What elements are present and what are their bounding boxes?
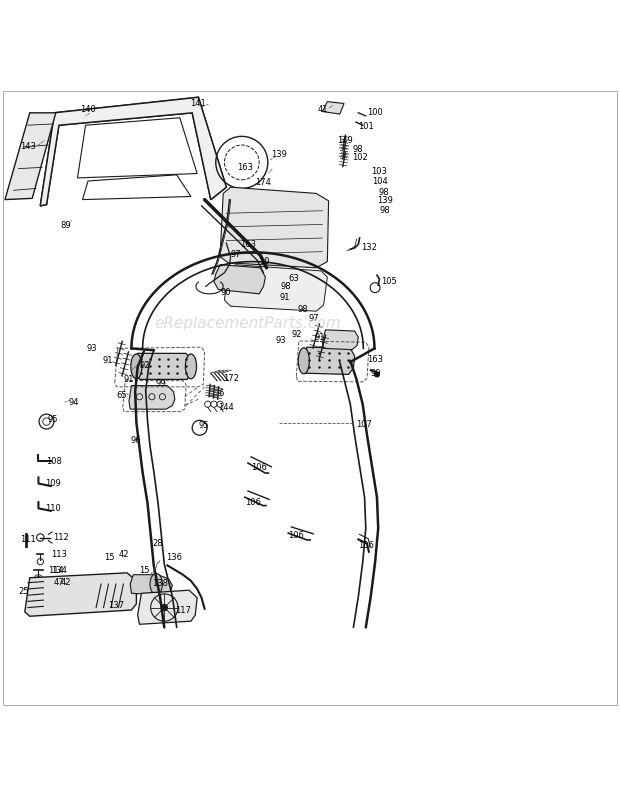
Text: 99: 99 [371, 369, 381, 377]
Text: 174: 174 [255, 178, 272, 187]
Text: 41: 41 [317, 105, 328, 114]
Text: 138: 138 [152, 579, 168, 588]
Text: 28: 28 [152, 539, 162, 548]
Text: 91: 91 [124, 375, 135, 384]
Text: 110: 110 [45, 504, 60, 513]
Polygon shape [135, 353, 192, 380]
Text: 98: 98 [378, 188, 389, 197]
Text: 136: 136 [166, 553, 182, 563]
Text: 98: 98 [280, 282, 291, 291]
Polygon shape [25, 573, 136, 616]
Ellipse shape [131, 354, 142, 379]
Text: 42: 42 [61, 578, 71, 587]
Text: 106: 106 [245, 498, 261, 507]
Polygon shape [224, 265, 327, 311]
Text: 91: 91 [279, 293, 290, 302]
Text: 105: 105 [381, 277, 396, 286]
Text: 103: 103 [371, 167, 387, 176]
Text: 91: 91 [315, 333, 326, 341]
Text: 95: 95 [48, 416, 58, 424]
Text: 137: 137 [108, 601, 125, 611]
Text: 10: 10 [259, 257, 270, 266]
Text: 139: 139 [272, 150, 288, 159]
Polygon shape [129, 385, 175, 409]
Text: 106: 106 [358, 541, 374, 550]
Text: 163: 163 [241, 240, 257, 248]
Text: 25: 25 [19, 587, 29, 596]
Polygon shape [322, 330, 358, 349]
Text: 93: 93 [276, 337, 286, 345]
Text: 90: 90 [220, 288, 231, 297]
Text: 111: 111 [20, 535, 35, 544]
Text: 96: 96 [130, 435, 141, 445]
Text: 101: 101 [358, 122, 374, 131]
Text: 106: 106 [251, 463, 267, 472]
Text: 93: 93 [87, 344, 97, 353]
Text: 15: 15 [140, 566, 150, 575]
Text: 163: 163 [237, 163, 253, 172]
Circle shape [374, 372, 380, 377]
Text: 47: 47 [54, 578, 64, 587]
Text: 42: 42 [119, 550, 130, 559]
Polygon shape [138, 590, 197, 624]
Text: 141: 141 [190, 99, 206, 108]
Polygon shape [130, 575, 172, 595]
Polygon shape [220, 187, 329, 267]
Text: 99: 99 [155, 379, 166, 388]
Polygon shape [40, 97, 226, 206]
Text: 6: 6 [218, 388, 224, 397]
Polygon shape [322, 102, 344, 114]
Polygon shape [214, 265, 265, 294]
Text: 112: 112 [53, 533, 68, 542]
Text: eReplacementParts.com: eReplacementParts.com [154, 316, 342, 331]
Text: 134: 134 [51, 566, 67, 575]
Text: 15: 15 [104, 553, 115, 563]
Text: 91: 91 [102, 357, 113, 365]
Text: 104: 104 [372, 177, 388, 185]
Text: 108: 108 [46, 457, 63, 466]
Ellipse shape [185, 354, 197, 379]
Text: 92: 92 [140, 361, 150, 370]
Text: 107: 107 [356, 419, 373, 428]
Text: 117: 117 [175, 606, 191, 615]
Text: 94: 94 [68, 399, 79, 408]
Text: 106: 106 [288, 531, 304, 540]
Text: 114: 114 [48, 566, 64, 575]
Circle shape [36, 576, 41, 582]
Text: 97: 97 [309, 314, 319, 323]
Text: 92: 92 [291, 330, 302, 339]
Text: 143: 143 [20, 142, 36, 151]
Text: 65: 65 [117, 391, 127, 400]
Text: 97: 97 [231, 250, 241, 259]
Text: 109: 109 [45, 479, 60, 488]
Ellipse shape [298, 348, 309, 374]
Polygon shape [5, 113, 56, 200]
Text: 102: 102 [352, 153, 368, 162]
Text: 100: 100 [367, 108, 383, 117]
Text: 144: 144 [218, 403, 234, 412]
Text: 98: 98 [298, 306, 308, 314]
Circle shape [161, 604, 168, 611]
Text: 89: 89 [61, 221, 71, 230]
Text: 132: 132 [361, 244, 377, 252]
Text: 139: 139 [377, 197, 393, 205]
Text: 98: 98 [379, 206, 390, 215]
Text: 172: 172 [223, 373, 239, 383]
Polygon shape [303, 347, 355, 374]
Text: 149: 149 [337, 136, 352, 145]
Text: 95: 95 [198, 421, 209, 431]
Text: 98: 98 [352, 146, 363, 154]
Text: 140: 140 [80, 105, 96, 114]
Ellipse shape [150, 573, 162, 595]
Text: 63: 63 [288, 275, 299, 283]
Text: 113: 113 [51, 550, 67, 559]
Text: 163: 163 [367, 355, 383, 364]
